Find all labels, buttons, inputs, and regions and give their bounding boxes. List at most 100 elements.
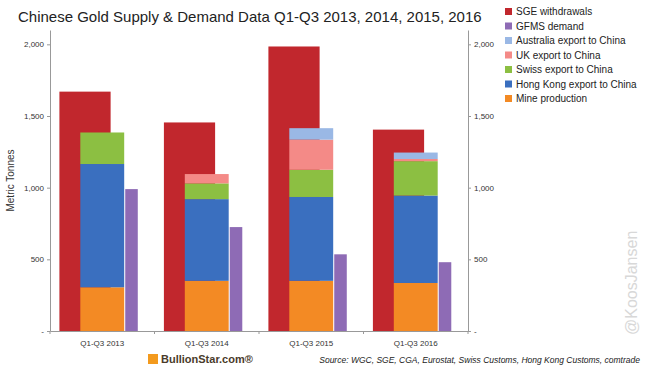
x-separator [154,331,155,334]
stack-layer [80,164,437,287]
legend-item: Hong Kong export to China [505,79,637,90]
y-axis-title: Metric Tonnes [5,149,16,211]
bars [59,46,451,331]
x-axis: Q1-Q3 2013 Q1-Q3 2014 Q1-Q3 2015 Q1-Q3 2016 [51,332,469,348]
stacked-bar [289,128,333,139]
legend-swatch [505,52,512,59]
left-tick: 500 [31,255,50,264]
legend-item: Swiss export to China [505,64,613,75]
logo: BullionStar.com® [148,353,253,365]
legend-swatch [505,23,512,30]
x-tick: Q1-Q3 2013 [80,339,125,348]
left-tick-mark [47,44,50,45]
stacked-bar [289,170,333,197]
left-tick-mark [47,116,50,117]
left-axis-line [50,31,51,332]
left-tick: 1,000 [24,184,50,193]
stacked-bar [80,132,124,133]
left-tick-label: 2,000 [24,40,45,49]
x-tick: Q1-Q3 2015 [289,339,334,348]
left-tick-mark [47,259,50,260]
x-tick-label: Q1-Q3 2016 [394,339,439,348]
legend-label: Mine production [516,93,587,104]
stacked-bar [289,140,333,170]
stacked-bar [394,159,438,161]
legend-item: GFMS demand [505,21,584,32]
legend: SGE withdrawals GFMS demand Australia expo… [505,6,637,104]
left-tick-label: 1,500 [24,112,45,121]
x-tick: Q1-Q3 2016 [394,339,439,348]
stacked-bar [394,161,438,195]
right-tick-mark [468,188,471,189]
logo-icon [148,354,158,364]
x-tick-label: Q1-Q3 2013 [80,339,125,348]
legend-label: UK export to China [516,50,601,61]
right-tick-label: 500 [474,255,488,264]
x-separator [259,331,260,334]
source-note: Source: WGC, SGE, CGA, Eurostat, Swiss C… [319,355,640,365]
right-tick: 500 [468,255,488,264]
right-tick-label: 2,000 [474,40,495,49]
right-tick-mark [468,44,471,45]
right-axis: - 500 1,000 1,500 2,000 [468,31,495,337]
legend-label: Australia export to China [516,35,626,46]
legend-label: Hong Kong export to China [516,79,637,90]
stacked-bar [289,197,333,281]
legend-item: SGE withdrawals [505,6,592,17]
right-tick-label: 1,000 [474,184,495,193]
stack-layer [80,281,437,331]
x-separator [50,331,51,334]
legend-label: SGE withdrawals [516,6,592,17]
right-tick: 1,500 [468,112,495,121]
stacked-bar [185,174,229,175]
legend-item: Mine production [505,93,587,104]
stacked-bar [185,174,229,183]
right-tick: 1,000 [468,184,495,193]
x-tick-label: Q1-Q3 2014 [185,339,230,348]
left-tick-mark [47,188,50,189]
right-tick-mark [468,116,471,117]
stacked-bar [394,153,438,159]
x-tick-label: Q1-Q3 2015 [289,339,334,348]
right-tick-label: 1,500 [474,112,495,121]
stack-layer [289,128,437,159]
stacked-bar [185,281,229,331]
stacked-bar [80,287,124,331]
left-tick-label: 1,000 [24,184,45,193]
legend-swatch [505,8,512,15]
right-tick: 2,000 [468,40,495,49]
stacked-bar [394,283,438,331]
stack-layer [80,132,437,199]
right-tick-label: - [474,327,477,336]
stacked-bar [394,196,438,283]
right-axis-line [468,31,469,332]
left-tick-label: - [41,327,44,336]
chart-svg: Chinese Gold Supply & Demand Data Q1-Q3 … [0,0,651,375]
legend-item: UK export to China [505,50,601,61]
bar [439,262,452,331]
legend-swatch [505,81,512,88]
legend-label: Swiss export to China [516,64,613,75]
bar [334,254,347,331]
left-tick: 1,500 [24,112,50,121]
x-tick: Q1-Q3 2014 [185,339,230,348]
stacked-bar [185,183,229,199]
legend-item: Australia export to China [505,35,626,46]
legend-label: GFMS demand [516,21,584,32]
x-separators [50,331,468,334]
right-tick: - [468,327,477,336]
chart-container: Chinese Gold Supply & Demand Data Q1-Q3 … [0,0,651,375]
series-bars [59,46,424,331]
x-separator [363,331,364,334]
left-tick: - [41,327,50,336]
stack-layer [185,140,438,184]
title: Chinese Gold Supply & Demand Data Q1-Q3 … [18,8,482,25]
left-tick: 2,000 [24,40,50,49]
x-separator [468,331,469,334]
left-axis: - 500 1,000 1,500 2,000 [24,31,51,337]
stacked-bar [80,132,124,164]
legend-swatch [505,95,512,102]
legend-swatch [505,66,512,73]
series-bars [125,189,451,331]
watermark: @KoosJansen [623,231,640,335]
